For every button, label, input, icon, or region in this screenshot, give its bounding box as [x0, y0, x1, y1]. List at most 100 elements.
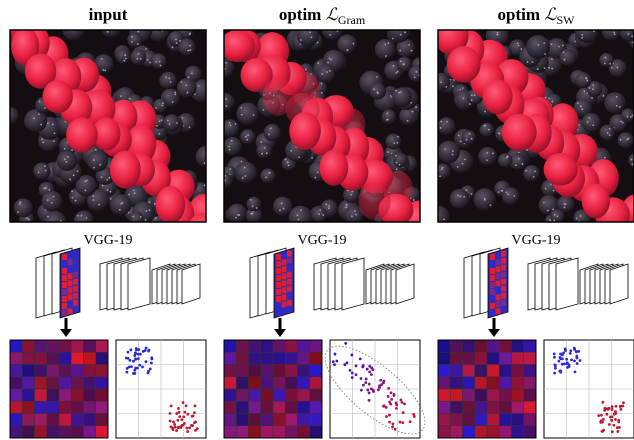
berry-spec	[162, 102, 164, 104]
scatter-point	[600, 414, 603, 417]
column-title: input	[89, 5, 128, 24]
scatter-point	[186, 430, 189, 433]
feature-cell	[496, 280, 501, 286]
heat-cell	[96, 389, 108, 401]
heat-cell	[249, 426, 261, 438]
blackberry	[408, 65, 425, 82]
heat-cell	[249, 401, 261, 413]
blackberry	[236, 102, 258, 124]
heat-cell	[463, 365, 475, 377]
feature-map	[128, 258, 150, 310]
berry-spec	[270, 127, 272, 129]
heat-cell	[35, 352, 47, 364]
berry-spec	[484, 199, 486, 201]
heat-cell	[298, 401, 310, 413]
berry-spec	[175, 39, 177, 41]
berry-spec	[159, 120, 161, 122]
berry-spec	[496, 34, 498, 36]
berry-spec	[325, 203, 327, 205]
heat-cell	[35, 414, 47, 426]
scatter-point	[129, 348, 132, 351]
berry-spec	[162, 23, 164, 25]
feature-cell	[276, 282, 281, 288]
heat-cell	[285, 414, 297, 426]
berry-spec	[616, 96, 618, 98]
berry-spec	[47, 199, 49, 201]
berry-spec	[189, 126, 191, 128]
feature-cell	[490, 261, 495, 267]
scatter-point	[619, 405, 622, 408]
scatter-point	[609, 416, 612, 419]
berry-spec	[592, 84, 594, 86]
berry-spec	[620, 121, 622, 123]
berry-spec	[124, 54, 126, 56]
scatter-point	[559, 357, 562, 360]
berry-spec	[329, 34, 331, 36]
berry-spec	[185, 84, 187, 86]
berry-spec	[107, 31, 109, 33]
berry-spec	[533, 176, 535, 178]
blackberry	[526, 35, 550, 59]
berry-spec	[240, 107, 242, 109]
feature-cell	[501, 293, 506, 299]
berry-spec	[390, 95, 392, 97]
blackberry	[235, 162, 257, 184]
heat-cell	[236, 401, 248, 413]
berry-spec	[187, 92, 189, 94]
heat-cell	[524, 414, 536, 426]
heat-cell	[475, 377, 487, 389]
berry-spec	[85, 217, 87, 219]
berry-spec	[505, 191, 507, 193]
blackberry	[116, 49, 131, 64]
feature-cell	[62, 282, 67, 288]
scatter-point	[371, 368, 374, 371]
feature-cell	[282, 266, 287, 272]
scatter-point	[171, 427, 174, 430]
berry-spec	[155, 61, 157, 63]
scatter-point	[372, 390, 375, 393]
berry-spec	[134, 192, 136, 194]
heat-cell	[450, 389, 462, 401]
scatter-point	[130, 365, 133, 368]
scatter-point	[178, 411, 181, 414]
heat-cell	[47, 401, 59, 413]
heat-cell	[59, 389, 71, 401]
heat-cell	[524, 426, 536, 438]
heat-cell	[59, 414, 71, 426]
berry-spec	[432, 213, 434, 215]
berry-spec	[189, 45, 191, 47]
feature-cell	[68, 273, 73, 279]
berry-spec	[221, 66, 223, 68]
heat-cell	[236, 414, 248, 426]
berry-spec	[630, 159, 632, 161]
heat-cell	[487, 401, 499, 413]
berry-spec	[225, 98, 227, 100]
loss-subscript: Gram	[338, 13, 366, 27]
berry-spec	[154, 203, 156, 205]
berry-spec	[318, 213, 320, 215]
blackberry	[177, 78, 197, 98]
scatter-point	[401, 401, 404, 404]
heat-cell	[298, 426, 310, 438]
feature-cell	[496, 259, 501, 265]
berry-spec	[552, 208, 554, 210]
blackberry	[178, 38, 195, 55]
berry-spec	[133, 189, 135, 191]
berry-spec	[77, 170, 79, 172]
heat-cell	[463, 340, 475, 352]
scatter-point	[194, 420, 197, 423]
heat-cell	[487, 340, 499, 352]
feature-cell	[287, 258, 292, 264]
berry-spec	[101, 176, 103, 178]
heat-cell	[438, 389, 450, 401]
berry-spec	[329, 58, 331, 60]
blackberry	[582, 113, 601, 132]
heat-cell	[438, 426, 450, 438]
berry-spec	[587, 121, 589, 123]
berry-spec	[64, 159, 66, 161]
heat-cell	[450, 352, 462, 364]
heat-cell	[10, 389, 22, 401]
blackberry	[438, 141, 460, 163]
berry-spec	[71, 190, 73, 192]
heat-cell	[475, 365, 487, 377]
